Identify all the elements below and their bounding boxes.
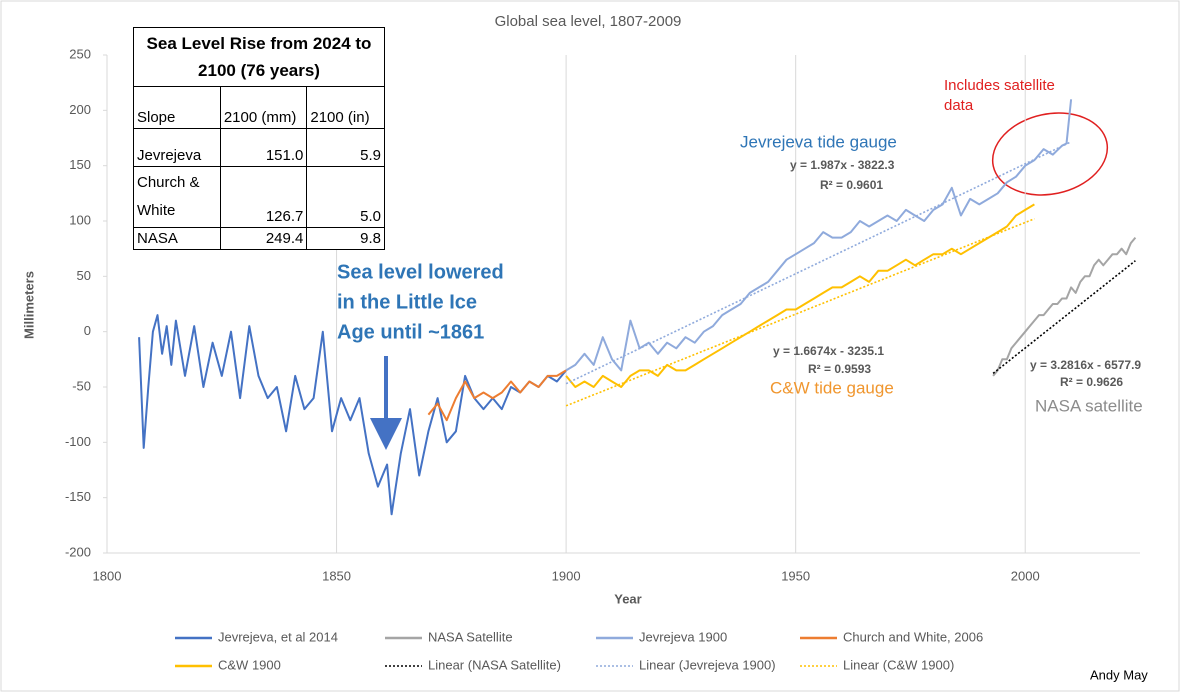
annotation: in the Little Ice — [337, 291, 477, 313]
annotation: y = 1.987x - 3822.3 — [790, 158, 895, 172]
y-tick-label: 0 — [84, 323, 91, 338]
y-tick-label: -150 — [65, 489, 91, 504]
y-tick-label: 250 — [69, 46, 91, 61]
table-cell: 5.0 — [306, 166, 385, 228]
y-tick-label: 200 — [69, 102, 91, 117]
legend-label: Linear (NASA Satellite) — [428, 657, 561, 672]
x-tick-label: 2000 — [1011, 568, 1040, 583]
table-cell: 151.0 — [219, 128, 308, 167]
series-line — [565, 203, 1035, 388]
series-line — [138, 314, 567, 516]
annotation: R² = 0.9593 — [808, 362, 871, 376]
annotation: data — [944, 97, 974, 114]
y-axis-label: Millimeters — [21, 271, 36, 339]
annotation: Age until ~1861 — [337, 321, 484, 343]
x-tick-label: 1850 — [322, 568, 351, 583]
trend-line — [565, 218, 1035, 407]
series-line — [992, 236, 1137, 377]
table-header: Slope — [133, 86, 221, 129]
table-cell: 5.9 — [306, 128, 385, 167]
table-cell: NASA — [133, 227, 221, 250]
legend-label: NASA Satellite — [428, 629, 513, 644]
table-cell: 9.8 — [306, 227, 385, 250]
annotation: NASA satellite — [1035, 396, 1143, 415]
annotation: R² = 0.9601 — [820, 178, 883, 192]
annotation: C&W tide gauge — [770, 378, 894, 397]
trend-line — [565, 141, 1072, 385]
annotation: Sea level lowered — [337, 261, 504, 283]
series-line — [427, 369, 567, 422]
x-tick-label: 1950 — [781, 568, 810, 583]
y-tick-label: -50 — [72, 378, 91, 393]
annotation: y = 1.6674x - 3235.1 — [773, 344, 884, 358]
x-axis-label: Year — [614, 591, 641, 606]
table-title: Sea Level Rise from 2024 to 2100 (76 yea… — [133, 27, 385, 87]
annotation: Andy May — [1090, 667, 1148, 682]
series-line — [565, 99, 1073, 372]
legend-label: Jevrejeva 1900 — [639, 629, 727, 644]
legend-label: C&W 1900 — [218, 657, 281, 672]
legend-label: Church and White, 2006 — [843, 629, 983, 644]
annotation: Jevrejeva tide gauge — [740, 132, 897, 151]
annotation: Includes satellite — [944, 77, 1055, 94]
y-tick-label: 100 — [69, 212, 91, 227]
table-header: 2100 (mm) — [219, 86, 308, 129]
chart-title: Global sea level, 1807-2009 — [495, 13, 682, 30]
table-cell: Church & White — [133, 166, 221, 228]
table-cell: Jevrejeva — [133, 128, 221, 167]
y-tick-label: -200 — [65, 544, 91, 559]
y-tick-label: 50 — [77, 268, 91, 283]
highlight-ellipse — [991, 112, 1109, 196]
annotation: y = 3.2816x - 6577.9 — [1030, 358, 1141, 372]
table-cell: 249.4 — [219, 227, 308, 250]
x-tick-label: 1800 — [93, 568, 122, 583]
x-tick-label: 1900 — [552, 568, 581, 583]
y-tick-label: -100 — [65, 434, 91, 449]
y-tick-label: 150 — [69, 157, 91, 172]
legend-label: Jevrejeva, et al 2014 — [218, 629, 338, 644]
legend-label: Linear (C&W 1900) — [843, 657, 954, 672]
legend-label: Linear (Jevrejeva 1900) — [639, 657, 776, 672]
inset-table: Sea Level Rise from 2024 to 2100 (76 yea… — [133, 27, 385, 250]
annotation: R² = 0.9626 — [1060, 375, 1123, 389]
table-header: 2100 (in) — [306, 86, 385, 129]
table-cell: 126.7 — [219, 166, 308, 228]
